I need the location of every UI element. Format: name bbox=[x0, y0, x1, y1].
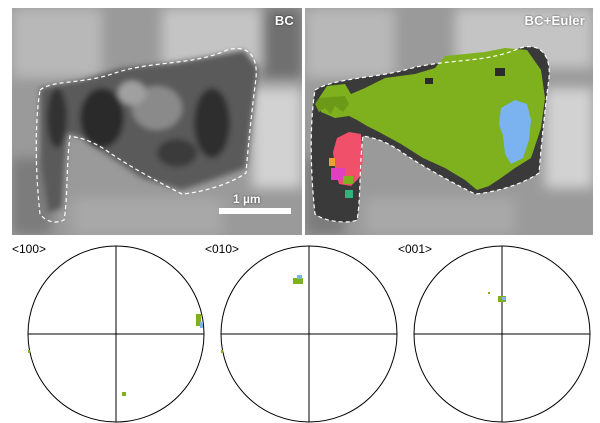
panel-label-bc-euler: BC+Euler bbox=[524, 13, 585, 28]
grain-green bbox=[319, 48, 545, 190]
pole-figure-label: <100> bbox=[12, 242, 47, 256]
pole-point bbox=[502, 297, 506, 300]
pole-figure-001: <001> bbox=[396, 242, 591, 423]
pole-point bbox=[488, 292, 490, 294]
grain-outline bbox=[35, 47, 257, 223]
pole-figure-plot bbox=[413, 245, 591, 423]
pole-point bbox=[297, 275, 302, 279]
pole-figure-plot bbox=[27, 245, 205, 423]
pole-point bbox=[122, 392, 126, 396]
band-contrast-texture bbox=[12, 8, 302, 235]
pole-point bbox=[200, 322, 203, 328]
bc-euler-image: BC+Euler bbox=[305, 8, 593, 235]
pole-point bbox=[196, 314, 201, 326]
grain-blue bbox=[499, 100, 531, 164]
pole-figure-plot bbox=[220, 245, 398, 423]
scale-bar bbox=[219, 208, 291, 214]
pole-figure-label: <001> bbox=[398, 242, 433, 256]
pole-figure-100: <100> bbox=[10, 242, 205, 423]
grain-outline bbox=[310, 46, 550, 223]
band-contrast-image: BC 1 µm bbox=[12, 8, 302, 235]
pole-figure-010: <010> bbox=[203, 242, 398, 423]
panel-label-bc: BC bbox=[274, 13, 294, 28]
pole-point bbox=[28, 350, 30, 353]
grain-magenta bbox=[331, 168, 345, 180]
pole-figure-label: <010> bbox=[205, 242, 240, 256]
bc-euler-texture bbox=[305, 8, 593, 235]
pole-point bbox=[221, 350, 223, 353]
pole-point bbox=[293, 278, 303, 284]
scale-bar-label: 1 µm bbox=[233, 192, 261, 206]
